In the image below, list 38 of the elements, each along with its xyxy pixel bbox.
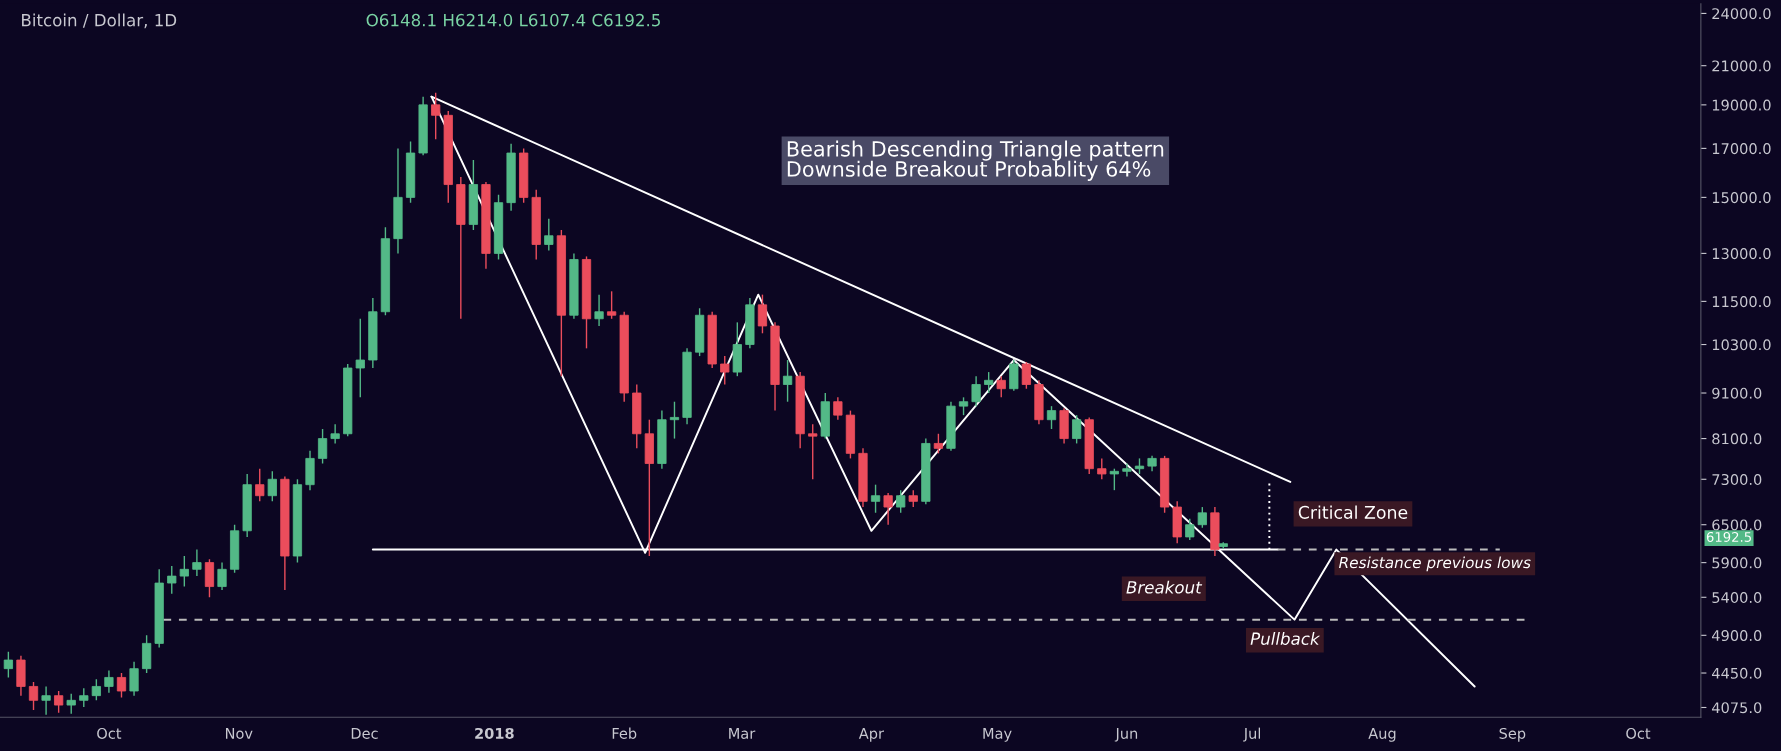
x-tick-label: Mar [729,728,756,739]
y-tick-label: 13000.0 [1712,248,1771,260]
y-tick-label: 19000.0 [1712,99,1771,111]
text: 6192.5 [1706,531,1751,542]
y-tick-label: 5900.0 [1712,557,1762,569]
annotation: Critical Zone [1298,505,1408,519]
x-tick-label: Sep [1499,727,1526,742]
y-tick-label: 5400.0 [1712,592,1762,604]
x-tick-label: Dec [351,728,378,739]
annotation: O6148.1 H6214.0 L6107.4 C6192.5 [366,13,660,27]
y-tick-label: 15000.0 [1712,192,1771,204]
x-tick-label: Aug [1368,728,1396,742]
y-tick-label: 4450.0 [1711,667,1762,679]
y-tick-label: 10300.0 [1712,339,1771,351]
annotation: Pullback [1250,632,1321,645]
y-tick-label: 4075.0 [1711,702,1762,714]
y-tick-label: 11500.0 [1712,296,1771,308]
text: Bitcoin / Dollar, 1D [22,13,177,29]
y-tick-label: 8100.0 [1712,433,1762,445]
x-tick-label: Oct [1626,727,1651,739]
y-tick-label: 7300.0 [1712,474,1762,486]
x-tick-label: Apr [858,728,884,742]
annotation: Breakout [1126,580,1203,594]
x-tick-label: May [983,728,1012,742]
y-tick-label: 9100.0 [1712,387,1762,399]
x-tick-label: Feb [612,727,637,739]
y-tick-label: 21000.0 [1712,60,1771,72]
x-tick-label: Oct [97,727,122,739]
y-tick-label: 24000.0 [1712,8,1771,20]
y-tick-label: 6500.0 [1712,519,1762,531]
x-tick-label: Nov [225,728,253,739]
y-tick-label: 4900.0 [1711,630,1762,642]
annotation: Bearish Descending Triangle pattern Downside Breakout Probablity 64% [787,140,1164,181]
x-tick-label: Jun [1114,728,1138,742]
x-tick-label: 2018 [475,727,514,739]
annotation: Resistance previous lows [1338,556,1531,572]
x-tick-label: Jul [1243,727,1261,742]
y-tick-label: 17000.0 [1712,143,1771,155]
